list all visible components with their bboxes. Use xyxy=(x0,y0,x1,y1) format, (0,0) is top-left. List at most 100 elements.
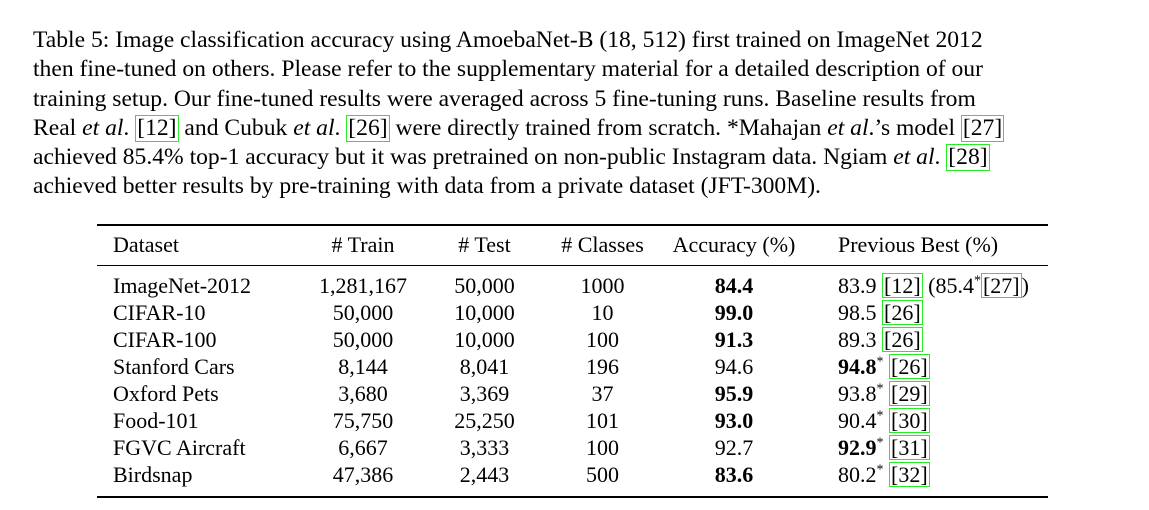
cell-test: 25,250 xyxy=(454,408,515,433)
header-previous-best: Previous Best (%) xyxy=(838,232,999,257)
cell-previous-best: 90.4* [30] xyxy=(809,407,1048,434)
citation-link-27[interactable]: [27] xyxy=(960,114,1005,142)
header-dataset: Dataset xyxy=(113,232,179,257)
cell-test: 10,000 xyxy=(454,300,515,325)
cell-test: 3,369 xyxy=(459,381,510,406)
cell-dataset: Oxford Pets xyxy=(113,381,219,406)
cell-classes: 500 xyxy=(586,462,619,487)
cell-previous-best: 98.5 [26] xyxy=(809,299,1048,326)
previous-best-value: 80.2 xyxy=(838,462,877,487)
cell-classes: 196 xyxy=(586,354,619,379)
cell-classes: 37 xyxy=(591,381,614,406)
cell-test: 3,333 xyxy=(459,435,510,460)
cell-accuracy: 92.7 xyxy=(714,435,754,460)
previous-best-value: 98.5 xyxy=(838,300,877,325)
caption-line-6: achieved better results by pre-training … xyxy=(33,173,821,200)
cell-dataset: FGVC Aircraft xyxy=(113,435,246,460)
cell-previous-best: 92.9* [31] xyxy=(809,434,1048,461)
previous-best-value: 93.8 xyxy=(838,381,877,406)
citation-link[interactable]: [32] xyxy=(889,462,930,488)
cell-accuracy: 94.6 xyxy=(714,354,754,379)
cell-train: 6,667 xyxy=(338,435,388,460)
asterisk-mark: * xyxy=(876,354,884,370)
previous-best-value: 92.9 xyxy=(838,435,877,460)
cell-previous-best: 80.2* [32] xyxy=(809,461,1048,488)
asterisk-mark: * xyxy=(876,381,884,397)
cell-previous-best: 89.3 [26] xyxy=(809,326,1048,353)
cell-train: 75,750 xyxy=(332,408,394,433)
cell-accuracy: 83.6 xyxy=(714,462,754,487)
previous-best-value: 89.3 xyxy=(838,327,877,352)
table-row: ImageNet-2012 1,281,167 50,000 1000 84.4 83.9… xyxy=(97,272,1048,299)
citation-link-26[interactable]: [26] xyxy=(346,114,390,142)
cell-dataset: ImageNet-2012 xyxy=(113,273,252,298)
table-row: FGVC Aircraft 6,667 3,333 100 92.7 92.9* [31] xyxy=(97,434,1048,461)
cell-test: 10,000 xyxy=(454,327,515,352)
cell-classes: 101 xyxy=(586,408,619,433)
cell-dataset: CIFAR-10 xyxy=(113,300,206,325)
table-row: Food-101 75,750 25,250 101 93.0 90.4* [30] xyxy=(97,407,1048,434)
cell-previous-best: 94.8* [26] xyxy=(809,353,1048,380)
cell-dataset: Stanford Cars xyxy=(113,354,235,379)
cell-accuracy: 99.0 xyxy=(714,300,754,325)
cell-dataset: Birdsnap xyxy=(113,462,193,487)
cell-previous-best: 83.9 [12] (85.4*[27]) xyxy=(809,272,1048,299)
cell-train: 8,144 xyxy=(338,354,388,379)
caption-line-5: achieved 85.4% top-1 accuracy but it was… xyxy=(33,144,990,171)
table-row: CIFAR-10 50,000 10,000 10 99.0 98.5 [26] xyxy=(97,299,1048,326)
previous-best-value: 94.8 xyxy=(838,354,877,379)
table-body: ImageNet-2012 1,281,167 50,000 1000 84.4 83.9… xyxy=(97,272,1048,488)
cell-train: 50,000 xyxy=(332,300,394,325)
citation-link-12[interactable]: [12] xyxy=(135,114,179,142)
header-classes: # Classes xyxy=(561,232,644,257)
bottom-rule xyxy=(97,496,1048,498)
cell-train: 3,680 xyxy=(338,381,388,406)
cell-classes: 1000 xyxy=(580,273,625,298)
asterisk-mark: * xyxy=(876,462,884,478)
asterisk-mark: * xyxy=(973,273,981,289)
citation-link[interactable]: [29] xyxy=(889,381,930,407)
cell-accuracy: 84.4 xyxy=(714,273,754,298)
citation-link[interactable]: [26] xyxy=(882,300,923,326)
extra-value: (85.4 xyxy=(922,273,974,298)
header-test: # Test xyxy=(458,232,511,257)
citation-link[interactable]: [26] xyxy=(882,327,923,353)
header-train: # Train xyxy=(331,232,395,257)
table-row: Birdsnap 47,386 2,443 500 83.6 80.2* [32] xyxy=(97,461,1048,488)
header-row: Dataset # Train # Test # Classes Accurac… xyxy=(97,231,1048,258)
cell-dataset: CIFAR-100 xyxy=(113,327,217,352)
citation-link[interactable]: [26] xyxy=(889,354,930,380)
cell-accuracy: 93.0 xyxy=(714,408,754,433)
header-accuracy: Accuracy (%) xyxy=(672,232,796,257)
asterisk-mark: * xyxy=(876,435,884,451)
cell-accuracy: 91.3 xyxy=(714,327,754,352)
cell-classes: 10 xyxy=(591,300,614,325)
cell-test: 8,041 xyxy=(459,354,510,379)
cell-train: 50,000 xyxy=(332,327,394,352)
header-rule xyxy=(97,265,1048,266)
cell-previous-best: 93.8* [29] xyxy=(809,380,1048,407)
citation-link[interactable]: [27] xyxy=(980,273,1022,299)
caption-label: Table 5: xyxy=(33,27,110,53)
cell-train: 47,386 xyxy=(332,462,394,487)
asterisk-mark: * xyxy=(876,408,884,424)
previous-best-value: 90.4 xyxy=(838,408,877,433)
top-rule xyxy=(97,224,1048,226)
cell-classes: 100 xyxy=(586,435,619,460)
cell-train: 1,281,167 xyxy=(319,273,407,298)
table-row: Oxford Pets 3,680 3,369 37 95.9 93.8* [29] xyxy=(97,380,1048,407)
caption-line-2: then fine-tuned on others. Please refer … xyxy=(33,56,983,83)
citation-link[interactable]: [31] xyxy=(889,435,930,461)
citation-link[interactable]: [12] xyxy=(882,273,923,299)
table-row: Stanford Cars 8,144 8,041 196 94.6 94.8* [26] xyxy=(97,353,1048,380)
cell-test: 50,000 xyxy=(454,273,515,298)
citation-link[interactable]: [30] xyxy=(889,408,930,434)
previous-best-value: 83.9 xyxy=(838,273,877,298)
table-header: Dataset # Train # Test # Classes Accurac… xyxy=(97,231,1048,258)
citation-link-28[interactable]: [28] xyxy=(946,144,990,171)
caption-line-4: Real et al. [12] and Cubuk et al. [26] w… xyxy=(33,114,1005,142)
caption-line-3: training setup. Our fine-tuned results w… xyxy=(33,85,976,112)
cell-dataset: Food-101 xyxy=(113,408,199,433)
cell-accuracy: 95.9 xyxy=(714,381,754,406)
cell-test: 2,443 xyxy=(459,462,510,487)
